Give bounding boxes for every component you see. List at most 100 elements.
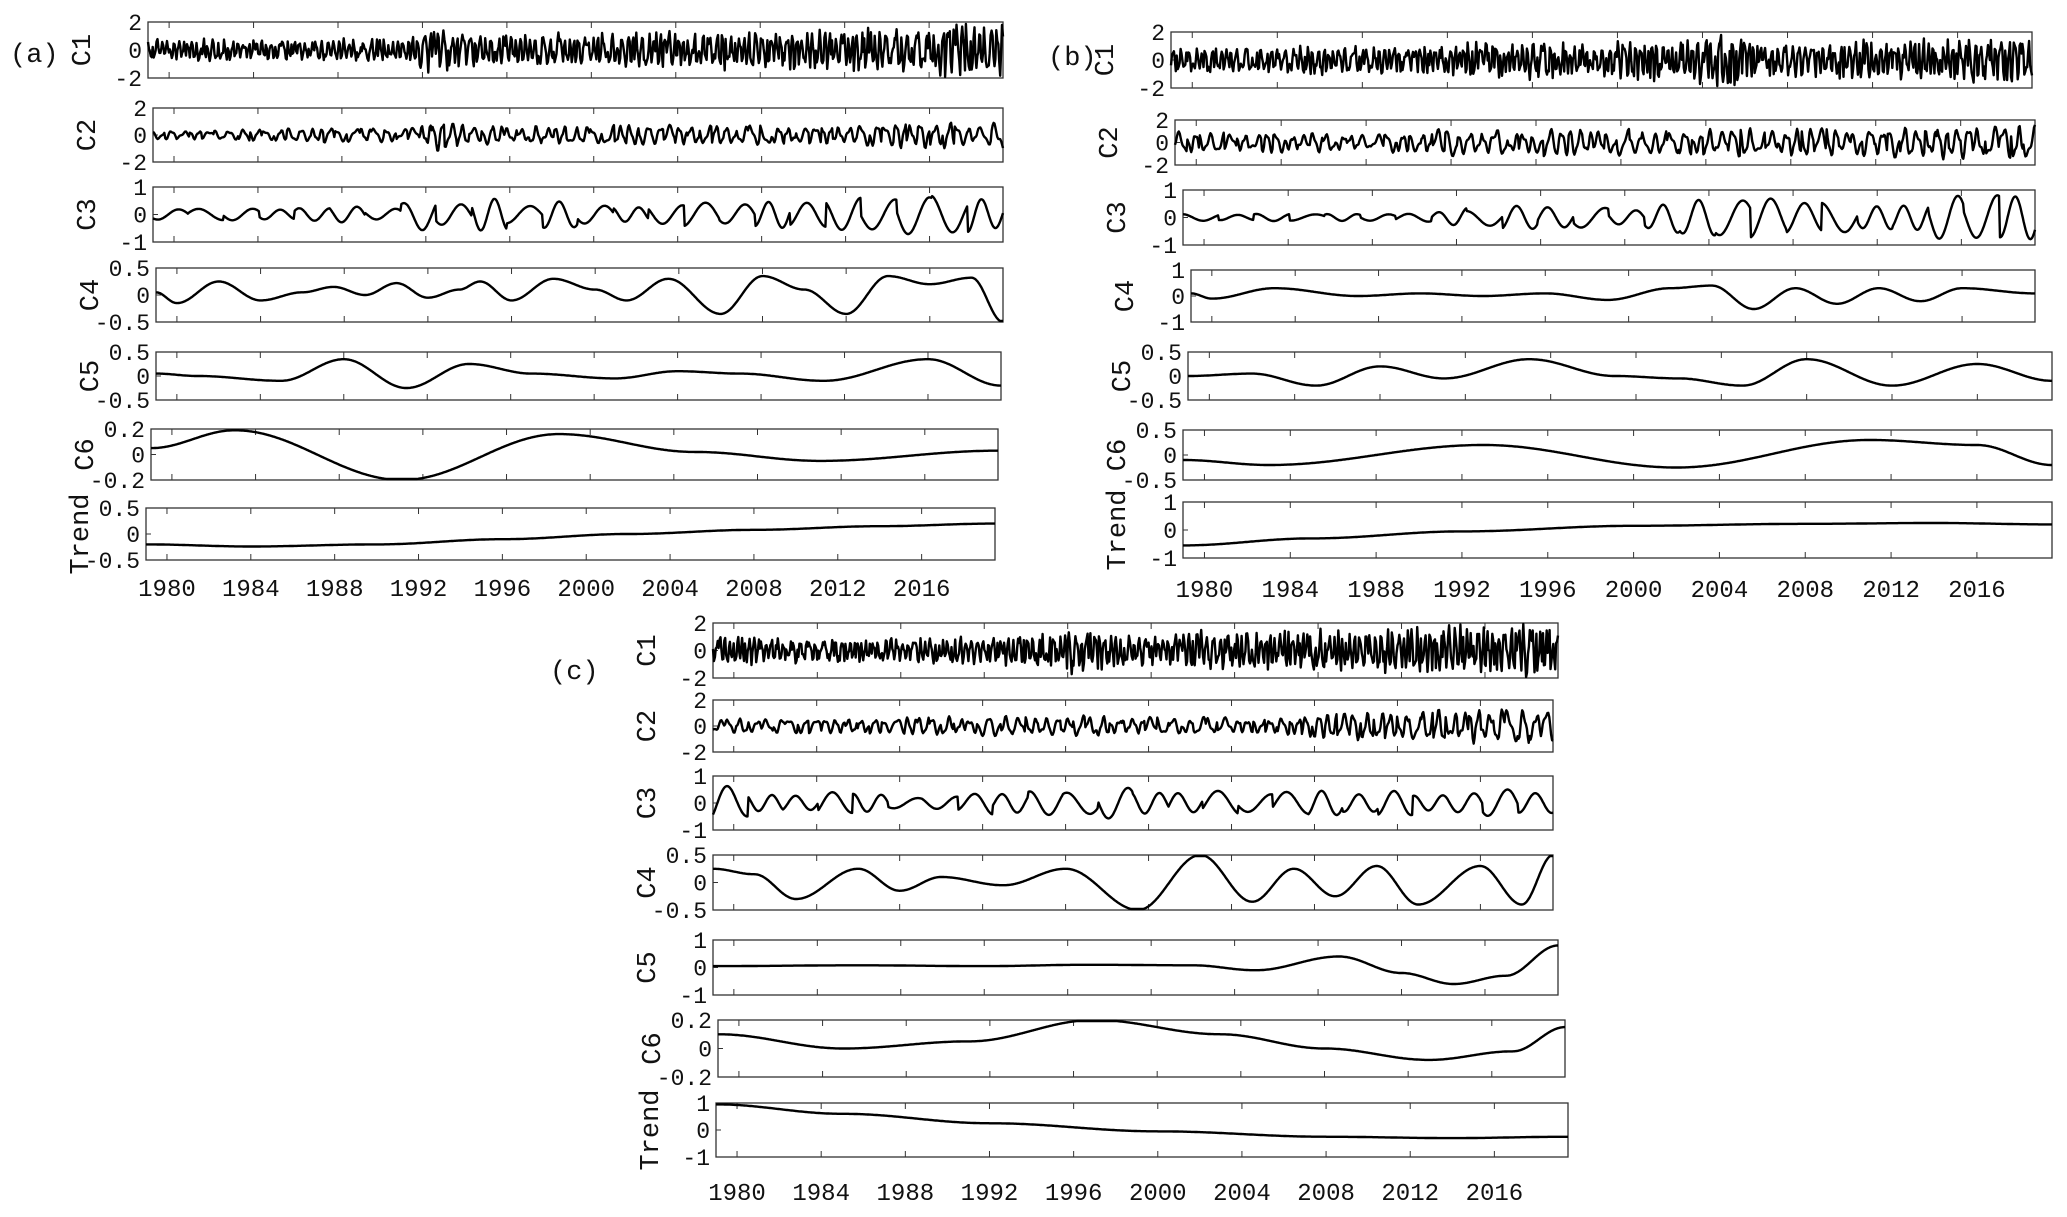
y-tick-label: 0.5 (1136, 419, 1177, 445)
subplot-c3: 10-1 C3 (1104, 179, 2037, 260)
series-line (712, 708, 1554, 745)
x-tick-label: 1992 (390, 577, 448, 604)
series-line (155, 274, 1004, 323)
y-axis-label: C3 (1104, 201, 1134, 233)
x-tick-label: 2008 (1776, 578, 1834, 605)
y-tick-label: 0 (693, 715, 707, 741)
y-tick-label: 0 (1163, 519, 1177, 545)
y-tick-label: 0.2 (104, 418, 145, 444)
y-tick-label: 1 (693, 765, 707, 791)
y-axis-label: C1 (634, 634, 664, 666)
y-tick-label: -0.5 (85, 549, 140, 575)
x-tick-label: 2008 (725, 577, 783, 604)
y-tick-label: 0 (693, 792, 707, 818)
x-tick-label: 2016 (893, 577, 951, 604)
y-axis-label: Trend (67, 493, 97, 574)
series-line (1187, 358, 2053, 387)
axes-frame (152, 186, 1004, 243)
y-axis-label: C6 (1104, 439, 1134, 471)
x-tick-label: 2004 (641, 577, 699, 604)
subplot-c4: 0.50-0.5C4 (634, 844, 1554, 925)
x-tick-label: 1984 (222, 577, 280, 604)
subplot-c5: 0.50-0.5C5 (1109, 341, 2053, 415)
y-axis-label: C2 (1096, 126, 1126, 158)
y-tick-label: -2 (1141, 154, 1169, 180)
x-tick-label: 1988 (306, 577, 364, 604)
subplot-c2: 20-2 C2 (1096, 109, 2037, 180)
series-line (1182, 521, 2053, 547)
x-tick-label: 2000 (1605, 578, 1663, 605)
y-tick-label: 0.5 (109, 341, 150, 367)
series-line (712, 854, 1554, 911)
y-tick-label: -1 (1149, 234, 1177, 260)
y-tick-label: 0 (133, 204, 147, 230)
y-tick-label: 0 (136, 365, 150, 391)
y-axis-label: C3 (634, 787, 664, 819)
axes-frame (712, 775, 1554, 831)
y-tick-label: 0 (698, 1038, 712, 1064)
y-tick-label: 0 (1171, 285, 1185, 311)
y-tick-label: 0 (133, 124, 147, 150)
y-axis-label: C1 (69, 34, 99, 66)
y-tick-label: 0.5 (109, 257, 150, 283)
y-tick-label: 2 (1155, 109, 1169, 135)
x-tick-label: 1980 (708, 1181, 766, 1208)
y-tick-label: -1 (1157, 311, 1185, 337)
y-tick-label: 0.5 (1141, 341, 1182, 367)
axes-frame (1190, 269, 2036, 323)
series-line (1169, 33, 2034, 88)
y-tick-label: 0 (126, 523, 140, 549)
x-tick-label: 1992 (1433, 578, 1491, 605)
y-tick-label: -0.5 (95, 389, 150, 415)
subplot-c3: 10-1 C3 (634, 765, 1554, 845)
y-tick-label: -1 (682, 1146, 710, 1172)
x-tick-label: 1984 (792, 1181, 850, 1208)
y-tick-label: -0.5 (652, 899, 707, 925)
y-tick-label: 0 (1168, 365, 1182, 391)
panel-label: (c) (550, 658, 599, 688)
x-tick-label: 1996 (1519, 578, 1577, 605)
series-line (150, 429, 999, 481)
panel-0: (a)20-2C120-2C210-1C30.50-0.5C40.50-0.5C… (10, 11, 1005, 604)
series-line (155, 358, 1002, 390)
subplot-c5: 0.50-0.5C5 (77, 341, 1002, 415)
series-line (145, 522, 996, 548)
y-tick-label: 0 (131, 444, 145, 470)
y-tick-label: 1 (693, 929, 707, 955)
x-tick-label: 2012 (809, 577, 867, 604)
x-tick-label: 1996 (474, 577, 532, 604)
y-axis-label: C4 (634, 866, 664, 898)
y-tick-label: 1 (1171, 259, 1185, 285)
y-axis-label: C5 (77, 360, 107, 392)
y-tick-label: 0 (128, 39, 142, 65)
y-axis-label: Trend (1104, 489, 1134, 570)
y-axis-label: C3 (74, 198, 104, 230)
x-tick-label: 1980 (1176, 578, 1234, 605)
x-tick-label: 2000 (557, 577, 615, 604)
x-tick-label: 2012 (1862, 578, 1920, 605)
y-tick-label: -1 (1149, 547, 1177, 573)
y-tick-label: 2 (1151, 21, 1165, 47)
y-axis-label: Trend (637, 1089, 667, 1170)
x-tick-label: 2004 (1213, 1181, 1271, 1208)
y-tick-label: -2 (119, 151, 147, 177)
series-line (717, 1019, 1566, 1062)
x-tick-label: 2004 (1691, 578, 1749, 605)
series-line (1182, 194, 2037, 241)
y-tick-label: 2 (128, 11, 142, 37)
axes-frame (150, 428, 999, 481)
y-axis-label: C5 (1109, 360, 1139, 392)
series-line (715, 1103, 1569, 1140)
y-tick-label: -2 (114, 67, 142, 93)
y-tick-label: -0.5 (1127, 389, 1182, 415)
series-line (1182, 438, 2053, 469)
series-line (152, 194, 1005, 236)
x-tick-label: 2016 (1466, 1181, 1524, 1208)
y-axis-label: C2 (634, 710, 664, 742)
y-tick-label: 0.5 (666, 844, 707, 870)
x-tick-label: 2012 (1381, 1181, 1439, 1208)
x-tick-label: 1984 (1261, 578, 1319, 605)
series-line (1173, 124, 2037, 161)
y-tick-label: -1 (679, 819, 707, 845)
